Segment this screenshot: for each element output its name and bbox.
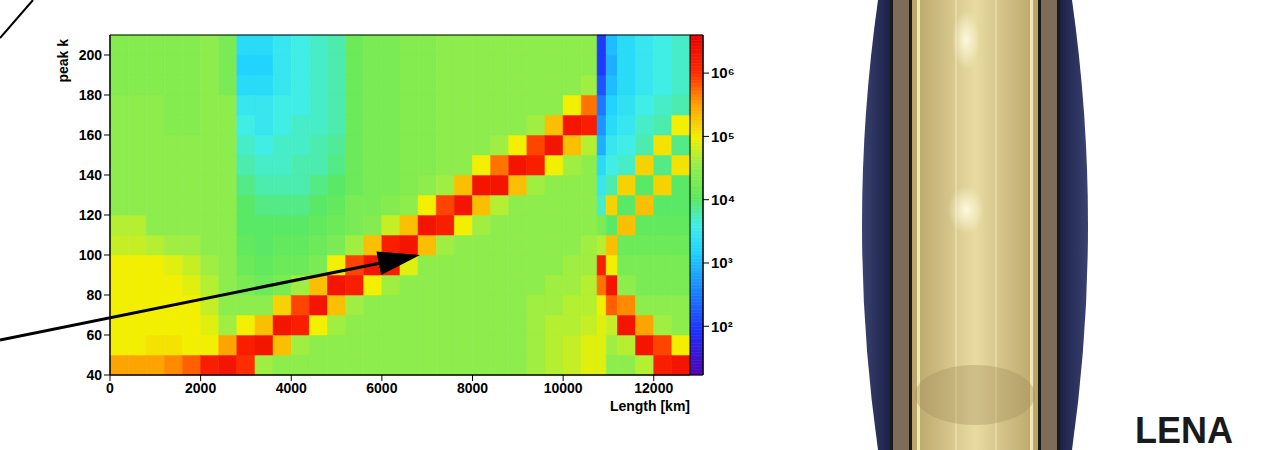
svg-text:10⁴: 10⁴ xyxy=(711,191,735,208)
svg-text:0: 0 xyxy=(106,380,114,396)
svg-text:8000: 8000 xyxy=(457,380,488,396)
svg-text:60: 60 xyxy=(86,327,102,343)
svg-text:100: 100 xyxy=(79,247,103,263)
svg-text:peak k: peak k xyxy=(55,39,71,83)
svg-text:140: 140 xyxy=(79,167,103,183)
svg-text:10000: 10000 xyxy=(544,380,583,396)
svg-text:10³: 10³ xyxy=(711,254,733,271)
svg-text:160: 160 xyxy=(79,127,103,143)
svg-text:120: 120 xyxy=(79,207,103,223)
svg-text:6000: 6000 xyxy=(366,380,397,396)
svg-text:12000: 12000 xyxy=(634,380,673,396)
svg-text:40: 40 xyxy=(86,367,102,383)
svg-text:Length [km]: Length [km] xyxy=(610,398,690,414)
svg-text:10²: 10² xyxy=(711,318,733,335)
svg-text:2000: 2000 xyxy=(185,380,216,396)
svg-text:180: 180 xyxy=(79,87,103,103)
svg-text:10⁵: 10⁵ xyxy=(711,128,735,145)
svg-text:200: 200 xyxy=(79,47,103,63)
svg-text:LENA: LENA xyxy=(1135,410,1233,450)
svg-text:10⁶: 10⁶ xyxy=(711,64,735,81)
svg-text:80: 80 xyxy=(86,287,102,303)
svg-text:4000: 4000 xyxy=(276,380,307,396)
